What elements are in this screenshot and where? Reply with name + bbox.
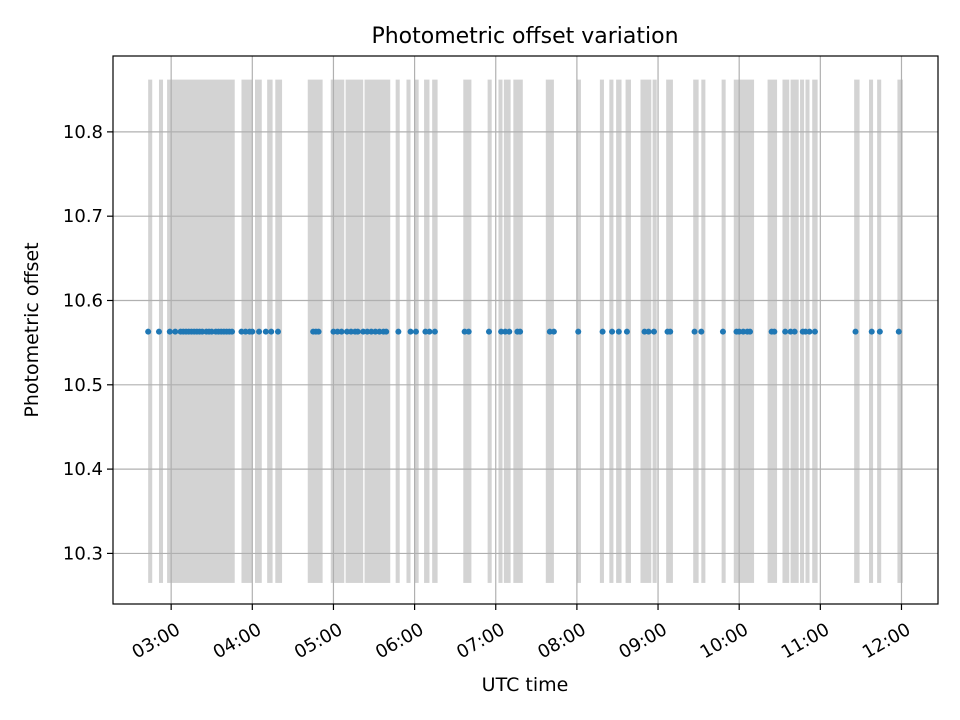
chart-title: Photometric offset variation	[371, 24, 678, 49]
data-point	[868, 328, 875, 335]
data-point	[383, 328, 390, 335]
data-point	[852, 328, 859, 335]
data-point	[650, 328, 657, 335]
data-point	[691, 328, 698, 335]
data-point	[615, 328, 622, 335]
data-point	[719, 328, 726, 335]
data-point	[623, 328, 630, 335]
data-point	[155, 328, 162, 335]
data-point	[791, 328, 798, 335]
data-point	[407, 328, 414, 335]
data-point	[172, 328, 179, 335]
data-point	[431, 328, 438, 335]
data-point	[412, 328, 419, 335]
data-point	[249, 328, 256, 335]
data-point	[229, 328, 236, 335]
data-point	[771, 328, 778, 335]
y-tick-label: 10.7	[63, 206, 103, 227]
data-point	[166, 328, 173, 335]
data-point	[811, 328, 818, 335]
data-point	[609, 328, 616, 335]
data-point	[876, 328, 883, 335]
y-tick-label: 10.6	[63, 290, 103, 311]
data-point	[517, 328, 524, 335]
plot-frame	[112, 55, 939, 605]
y-tick-label: 10.8	[63, 122, 103, 143]
data-point	[645, 328, 652, 335]
data-point	[262, 328, 269, 335]
data-point	[315, 328, 322, 335]
data-point	[698, 328, 705, 335]
data-point	[485, 328, 492, 335]
data-point	[806, 328, 813, 335]
data-point	[338, 328, 345, 335]
data-point	[465, 328, 472, 335]
data-point	[426, 328, 433, 335]
data-point	[895, 328, 902, 335]
data-point	[354, 328, 361, 335]
y-axis-label: Photometric offset	[21, 242, 43, 417]
data-point	[782, 328, 789, 335]
data-point	[599, 328, 606, 335]
y-tick-label: 10.4	[63, 459, 103, 480]
y-axis-ticks: 10.3 10.4 10.5 10.6 10.7 10.8	[63, 122, 113, 564]
data-point	[667, 328, 674, 335]
data-point	[395, 328, 402, 335]
data-point	[145, 328, 152, 335]
data-points	[145, 328, 902, 335]
y-tick-label: 10.5	[63, 375, 103, 396]
x-axis-label: UTC time	[482, 674, 569, 696]
data-point	[747, 328, 754, 335]
data-point	[575, 328, 582, 335]
data-point	[550, 328, 557, 335]
data-point	[275, 328, 281, 335]
data-point	[506, 328, 513, 335]
y-tick-label: 10.3	[63, 543, 103, 564]
data-point	[256, 328, 263, 335]
data-point	[268, 328, 275, 335]
